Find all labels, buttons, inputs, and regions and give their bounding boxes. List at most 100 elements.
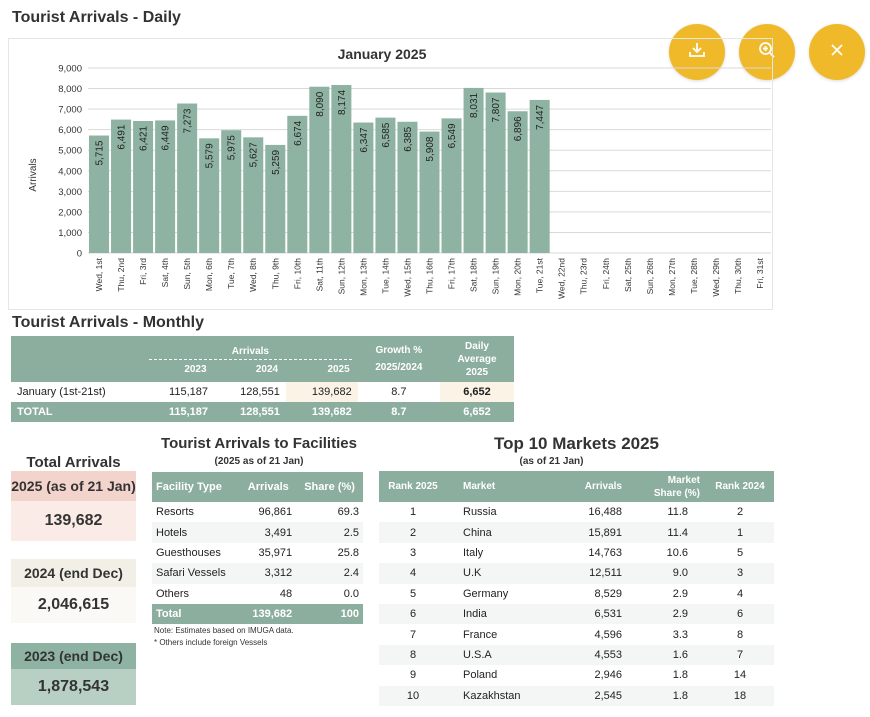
- header-facility-type: Facility Type: [156, 481, 222, 493]
- card-2023-value: 1,878,543: [11, 669, 136, 705]
- bar-value-label: 7,807: [491, 97, 502, 122]
- bar-value-label: 8,031: [469, 92, 480, 117]
- x-tick-label: Sat, 18th: [469, 258, 479, 292]
- bar: [199, 138, 220, 253]
- bar-value-label: 6,421: [139, 126, 150, 151]
- facility-share: 0.0: [343, 587, 359, 600]
- header-share: Share (%): [304, 481, 355, 493]
- y-tick-label: 1,000: [58, 228, 82, 239]
- zoom-in-icon: [757, 40, 777, 65]
- bar-value-label: 7,447: [535, 104, 546, 129]
- market-arrivals: 12,511: [556, 563, 638, 584]
- x-tick-label: Thu, 9th: [270, 258, 280, 289]
- table-row: 4 U.K 12,511 9.0 3: [379, 563, 774, 584]
- bar: [331, 84, 352, 254]
- x-tick-label: Sat, 11th: [314, 258, 324, 292]
- total-2024: 128,551: [240, 406, 280, 418]
- rank-2024: 1: [706, 522, 774, 543]
- market-name: Russia: [463, 506, 497, 519]
- x-tick-label: Thu, 30th: [733, 258, 743, 294]
- zoom-in-button[interactable]: [739, 24, 795, 80]
- facilities-table: Facility Type Arrivals Share (%) Resorts…: [152, 472, 363, 625]
- bar: [111, 119, 132, 254]
- facilities-total-row: Total 139,682 100: [152, 603, 363, 625]
- header-arrivals: Arrivals: [247, 481, 289, 493]
- card-2023-label: 2023 (end Dec): [11, 643, 136, 669]
- table-row: 8 U.S.A 4,553 1.6 7: [379, 644, 774, 666]
- bar: [353, 122, 374, 253]
- facility-arrivals: 96,861: [258, 506, 293, 519]
- market-name: Italy: [463, 546, 484, 559]
- market-share: 1.8: [638, 685, 706, 706]
- market-name: U.K: [447, 563, 557, 584]
- bar: [265, 144, 286, 253]
- bar-value-label: 6,674: [293, 120, 304, 145]
- close-button[interactable]: [809, 24, 865, 80]
- markets-title: Top 10 Markets 2025: [493, 434, 660, 453]
- x-tick-label: Mon, 20th: [513, 258, 523, 296]
- x-tick-label: Tue, 28th: [689, 258, 699, 294]
- x-tick-label: Wed, 29th: [711, 258, 721, 297]
- y-tick-label: 4,000: [58, 166, 82, 177]
- bar: [287, 115, 308, 253]
- y-tick-label: 6,000: [58, 125, 82, 136]
- growth-sub-header: 2025/2024: [375, 362, 423, 373]
- bar-value-label: 6,896: [513, 116, 524, 141]
- x-tick-label: Sun, 5th: [182, 258, 192, 290]
- total-average: 6,652: [463, 406, 491, 418]
- bar-value-label: 5,715: [95, 140, 106, 165]
- x-tick-label: Fri, 24th: [601, 258, 611, 289]
- bar-value-label: 6,549: [447, 123, 458, 148]
- x-tick-label: Mon, 13th: [358, 258, 368, 296]
- monthly-heading: Tourist Arrivals - Monthly: [12, 314, 205, 331]
- bar-value-label: 5,908: [425, 136, 436, 161]
- table-row: Resorts 96,861 69.3: [152, 502, 363, 522]
- download-icon: [687, 40, 707, 65]
- rank-2025: 8: [379, 644, 447, 666]
- rank-2025: 2: [379, 522, 447, 543]
- x-tick-label: Fri, 17th: [447, 258, 457, 289]
- market-share: 2.9: [672, 587, 688, 600]
- x-tick-label: Tue, 21st: [535, 257, 545, 293]
- total-2025: 139,682: [311, 406, 352, 418]
- rank-2025: 4: [379, 563, 447, 584]
- year-2023-header: 2023: [184, 364, 207, 375]
- bar: [89, 135, 110, 253]
- daily-bar-chart: January 2025 Arrivals 0 1,000 2,000 3,000 4,…: [28, 46, 771, 299]
- bar-value-label: 5,259: [271, 149, 282, 174]
- download-button[interactable]: [669, 24, 725, 80]
- bar-value-label: 6,585: [381, 122, 392, 147]
- x-tick-label: Wed, 8th: [248, 258, 258, 292]
- x-tick-label: Wed, 1st: [94, 257, 104, 291]
- x-tick-label: Sat, 25th: [623, 258, 633, 292]
- market-share: 2.9: [638, 603, 706, 625]
- daily-average-header: Daily Average: [457, 340, 497, 365]
- facility-share: 25.8: [337, 546, 359, 559]
- bar-value-label: 6,491: [117, 124, 128, 149]
- market-name: France: [463, 628, 498, 641]
- market-name: Poland: [463, 669, 498, 682]
- rank-2024: 8: [736, 628, 744, 641]
- bar-value-label: 6,347: [359, 127, 370, 152]
- growth-value: 8.7: [391, 386, 407, 398]
- card-2025-label: 2025 (as of 21 Jan): [11, 471, 136, 501]
- chart-title: January 2025: [338, 46, 427, 62]
- x-tick-label: Fri, 3rd: [138, 258, 148, 285]
- y-tick-label: 9,000: [58, 64, 82, 75]
- rank-2025: 5: [409, 587, 417, 600]
- arrivals-2024: 128,551: [240, 386, 280, 398]
- facility-name: Hotels: [152, 522, 241, 543]
- facility-share: 2.4: [296, 563, 363, 584]
- total-growth: 8.7: [391, 406, 407, 418]
- card-2024-value: 2,046,615: [11, 587, 136, 623]
- table-row: 7 France 4,596 3.3 8: [379, 624, 774, 644]
- markets-table: Rank 2025 Market Arrivals Market Share (…: [379, 471, 774, 706]
- header-rank-2024: Rank 2024: [715, 481, 765, 492]
- arrivals-group-label: Arrivals: [231, 346, 269, 357]
- market-arrivals: 16,488: [588, 506, 622, 519]
- table-row: 3 Italy 14,763 10.6 5: [379, 543, 774, 563]
- facility-name: Safari Vessels: [152, 563, 241, 584]
- rank-2024: 5: [736, 546, 744, 559]
- x-tick-label: Sun, 12th: [336, 258, 346, 295]
- x-tick-label: Sat, 4th: [160, 258, 170, 288]
